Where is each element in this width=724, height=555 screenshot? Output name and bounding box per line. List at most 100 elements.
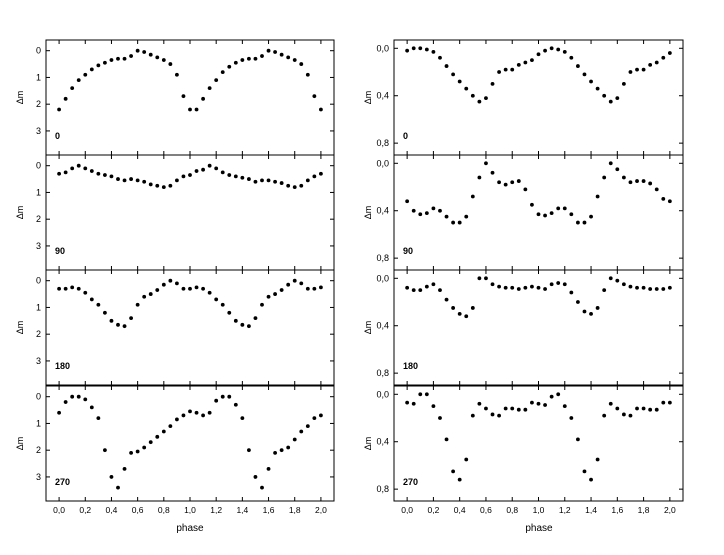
y-tick-label: 0,8	[376, 138, 389, 148]
data-point	[214, 78, 219, 83]
data-point	[201, 413, 205, 418]
data-point	[129, 450, 133, 455]
x-tick-label: 1,4	[585, 505, 597, 515]
data-point	[608, 161, 613, 166]
data-point	[405, 199, 410, 204]
x-axis-label-left: phase	[176, 523, 204, 534]
data-point	[490, 282, 495, 287]
data-point	[530, 284, 534, 289]
data-point	[319, 285, 323, 290]
data-point	[233, 60, 238, 65]
data-point	[83, 290, 88, 295]
data-point	[109, 58, 114, 62]
data-point	[83, 72, 88, 77]
panel-label: 270	[403, 477, 418, 487]
data-point	[549, 211, 554, 215]
data-point	[424, 47, 429, 52]
data-point	[279, 181, 284, 185]
x-tick-label: 1,2	[210, 505, 222, 515]
panel-right-90: 0,0 0,4 0,8 Δm 90	[363, 154, 684, 271]
data-point	[411, 401, 416, 406]
data-point	[266, 178, 271, 183]
data-point	[661, 55, 666, 60]
data-point	[63, 96, 68, 101]
data-point	[576, 437, 580, 442]
data-point	[457, 79, 462, 84]
data-point	[227, 394, 232, 399]
y-tick-label: 3	[36, 356, 41, 366]
data-point	[490, 170, 495, 175]
data-point	[484, 161, 488, 166]
data-point	[576, 300, 580, 304]
y-tick-label: 1	[36, 187, 41, 197]
data-point	[63, 286, 68, 291]
data-point	[299, 429, 304, 434]
data-point	[207, 86, 212, 91]
data-point	[667, 400, 672, 405]
data-point	[438, 55, 442, 60]
data-point	[477, 175, 482, 180]
data-point	[305, 72, 310, 77]
data-point	[589, 311, 593, 316]
data-point	[168, 278, 173, 283]
y-tick-label: 2	[36, 329, 41, 339]
data-point	[615, 406, 620, 411]
data-point	[451, 72, 456, 77]
y-axis-label: Δm	[363, 206, 373, 220]
data-point	[194, 410, 199, 415]
data-point	[431, 49, 436, 54]
data-point	[76, 394, 81, 399]
data-point	[161, 58, 166, 62]
data-point	[457, 220, 462, 225]
data-point	[273, 50, 277, 54]
data-point	[57, 410, 61, 415]
data-point	[286, 282, 291, 287]
panel-right-270: 0,0 0,4 0,8 0,0 0,2 0,4 0,6 0,8 1,0 1,2 1,4 1,6 1,8 2…	[363, 385, 684, 515]
data-point	[175, 178, 179, 183]
data-point	[543, 48, 547, 53]
data-point	[470, 194, 475, 199]
data-point	[201, 167, 205, 172]
data-point	[247, 177, 251, 181]
data-point	[286, 55, 291, 60]
data-point	[253, 475, 258, 479]
data-point	[484, 276, 488, 281]
data-point	[569, 290, 574, 295]
data-point	[175, 72, 179, 77]
data-point	[424, 392, 429, 397]
data-point	[299, 183, 304, 188]
data-point	[549, 46, 554, 51]
y-axis-label: Δm	[363, 321, 373, 335]
data-point	[247, 324, 251, 329]
y-tick-label: 0,8	[376, 368, 389, 378]
y-axis-label: Δm	[363, 437, 373, 451]
data-point	[109, 475, 114, 479]
data-point	[109, 174, 114, 179]
data-point	[464, 86, 469, 91]
y-tick-label: 0,4	[376, 321, 389, 331]
data-point	[536, 52, 541, 57]
data-point	[530, 202, 534, 207]
data-point	[214, 166, 219, 171]
data-point	[641, 179, 646, 183]
data-point	[240, 58, 245, 62]
y-tick-label: 3	[36, 241, 41, 251]
data-point	[286, 183, 291, 188]
data-point	[103, 310, 107, 315]
data-point	[299, 62, 304, 66]
data-point	[57, 107, 61, 112]
y-tick-label: 3	[36, 472, 41, 482]
data-point	[621, 282, 626, 287]
y-tick-label: 0,4	[376, 91, 389, 101]
data-point	[667, 199, 672, 204]
data-point	[135, 449, 140, 454]
data-point	[451, 306, 456, 310]
data-point	[122, 324, 127, 329]
panel-frame	[45, 154, 335, 271]
data-point	[260, 485, 264, 490]
data-point	[556, 392, 561, 397]
data-point	[148, 52, 153, 57]
data-point	[201, 286, 205, 291]
data-point	[438, 288, 442, 293]
x-tick-label: 0,0	[401, 505, 413, 515]
